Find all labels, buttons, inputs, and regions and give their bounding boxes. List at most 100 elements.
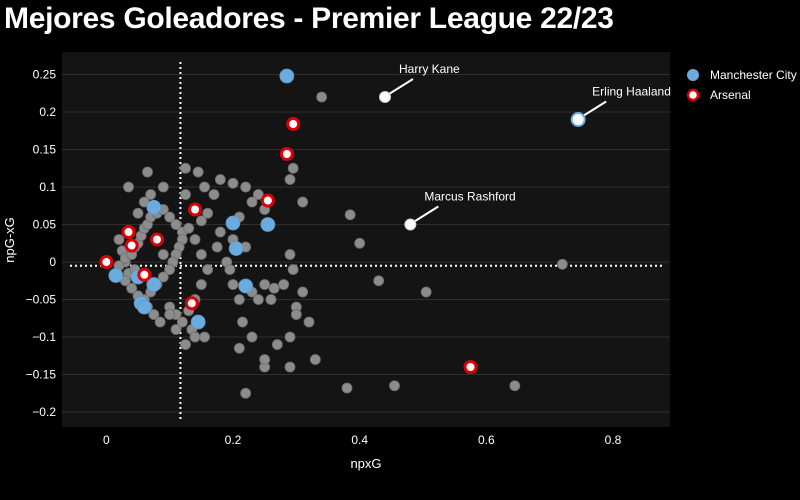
- arsenal-point: [279, 147, 294, 161]
- other-player-point: [284, 361, 296, 373]
- manchester-city-point: [136, 299, 152, 315]
- other-player-point: [309, 354, 321, 365]
- other-player-point: [316, 91, 328, 103]
- annotation-label: Harry Kane: [399, 62, 460, 76]
- other-player-point: [189, 331, 201, 343]
- other-player-point: [123, 181, 134, 193]
- arsenal-point: [286, 117, 301, 131]
- other-player-point: [268, 282, 280, 294]
- other-player-point: [164, 264, 176, 275]
- manchester-city-point: [225, 215, 241, 231]
- other-player-point: [154, 316, 166, 328]
- other-player-point: [344, 209, 356, 221]
- annotated-player-point: [570, 112, 586, 127]
- grid-lines: [62, 74, 670, 413]
- y-tick-label: 0: [49, 255, 56, 269]
- other-player-point: [246, 331, 258, 343]
- other-player-point: [284, 249, 296, 260]
- manchester-city-point: [146, 277, 162, 292]
- other-player-point: [224, 264, 236, 275]
- other-player-point: [389, 380, 400, 392]
- annotation-arrow: [388, 78, 414, 95]
- y-tick-label: −0.2: [32, 405, 56, 419]
- other-player-point: [252, 189, 264, 200]
- other-player-point: [132, 207, 144, 219]
- other-player-point: [202, 207, 214, 219]
- other-player-point: [303, 316, 315, 328]
- arsenal-point: [99, 255, 114, 269]
- other-player-point: [278, 279, 290, 290]
- y-tick-label: 0.1: [39, 180, 56, 194]
- other-player-point: [240, 181, 252, 193]
- other-player-point: [259, 279, 271, 290]
- arsenal-point: [260, 193, 275, 208]
- other-player-point: [246, 196, 258, 208]
- other-player-point: [199, 181, 210, 193]
- arsenal-point: [137, 267, 152, 282]
- other-player-point: [271, 339, 283, 350]
- other-player-point: [157, 271, 169, 283]
- annotated-player-point: [404, 218, 417, 231]
- arsenal-point: [121, 225, 136, 239]
- manchester-city-point: [260, 217, 276, 232]
- other-player-point: [157, 249, 169, 260]
- other-player-point: [195, 249, 207, 260]
- other-player-point: [259, 354, 271, 365]
- manchester-city-point: [279, 68, 295, 84]
- other-player-point: [265, 294, 277, 305]
- other-player-point: [420, 286, 432, 298]
- other-player-point: [287, 162, 299, 174]
- other-player-point: [142, 166, 153, 178]
- annotation-label: Marcus Rashford: [424, 190, 515, 204]
- other-player-point: [195, 279, 207, 290]
- other-player-point: [214, 174, 226, 185]
- other-player-point: [164, 211, 176, 223]
- other-player-point: [211, 241, 223, 253]
- other-player-point: [297, 286, 309, 298]
- annotation-arrow: [413, 205, 439, 223]
- other-player-point: [145, 189, 157, 200]
- legend-label-arsenal: Arsenal: [710, 88, 751, 102]
- annotation-label: Erling Haaland: [592, 85, 671, 99]
- other-player-point: [227, 279, 239, 290]
- other-player-point: [202, 264, 214, 275]
- y-tick-label: 0.15: [33, 143, 57, 157]
- other-player-point: [195, 215, 207, 227]
- arsenal-point: [188, 202, 202, 217]
- other-player-point: [113, 234, 125, 245]
- other-player-point: [164, 309, 176, 320]
- other-player-point: [189, 234, 201, 245]
- manchester-city-point: [228, 241, 244, 256]
- y-tick-label: −0.15: [26, 368, 57, 382]
- other-player-point: [170, 324, 182, 335]
- legend-marker-arsenal: [686, 88, 700, 102]
- data-points: [99, 68, 568, 399]
- other-player-point: [341, 382, 353, 394]
- other-player-point: [227, 177, 239, 189]
- x-tick-label: 0.4: [351, 433, 368, 447]
- other-player-point: [214, 226, 226, 238]
- other-player-point: [287, 264, 299, 275]
- other-player-point: [556, 258, 568, 270]
- x-tick-label: 0.2: [225, 433, 242, 447]
- x-tick-label: 0.6: [478, 433, 495, 447]
- other-player-point: [284, 174, 296, 185]
- y-tick-label: 0.05: [33, 218, 57, 232]
- legend-label-manchester-city: Manchester City: [710, 68, 797, 82]
- y-axis-title: npG-xG: [2, 217, 17, 263]
- arsenal-point: [184, 296, 199, 311]
- other-player-point: [180, 339, 191, 350]
- other-player-point: [192, 166, 204, 178]
- annotation-arrow: [581, 100, 607, 118]
- other-player-point: [199, 331, 210, 343]
- arsenal-point: [150, 232, 164, 247]
- manchester-city-point: [108, 268, 124, 283]
- other-player-point: [170, 219, 182, 230]
- other-player-point: [290, 309, 302, 320]
- annotations: Harry Kane Erling Haaland Marcus Rashford: [379, 62, 671, 231]
- y-tick-label: −0.05: [26, 293, 57, 307]
- manchester-city-point: [238, 278, 254, 294]
- other-player-point: [509, 380, 521, 392]
- page-title: Mejores Goleadores - Premier League 22/2…: [4, 2, 614, 35]
